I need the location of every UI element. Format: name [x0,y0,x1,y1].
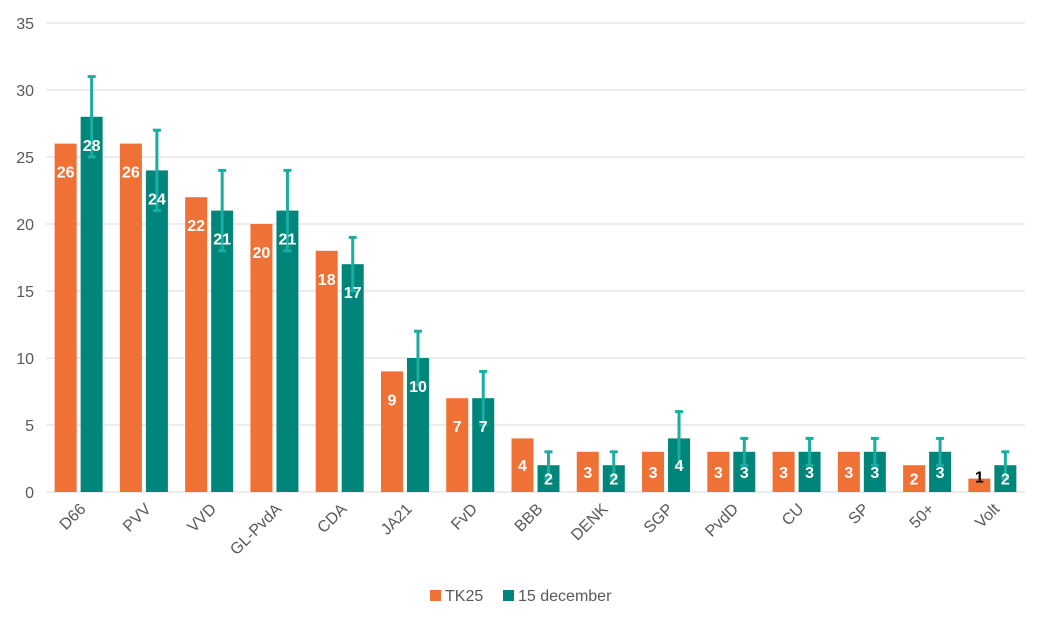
x-tick-label-BBB: BBB [512,501,547,536]
bar-CDA-TK25 [315,250,338,492]
bars [54,116,1017,493]
bar-DENK-TK25 [576,451,599,492]
x-tick-label-VVD: VVD [185,501,220,536]
bar-SGP-TK25 [642,451,665,492]
y-tick-label-5: 5 [25,418,34,435]
bar-PVV-TK25 [119,143,142,492]
bar-SP-15 december [863,451,886,492]
data-label-D66-TK25: 26 [57,165,75,182]
bar-VVD-TK25 [185,197,208,492]
bar-GL-PvdA-TK25 [250,224,273,492]
bar-CU-15 december [798,451,821,492]
data-label-Volt-15 december: 2 [1001,472,1010,489]
data-label-SGP-TK25: 3 [649,465,658,482]
data-label-PvdD-TK25: 3 [714,465,723,482]
y-tick-label-30: 30 [16,83,34,100]
bar-50+-15 december [929,451,952,492]
data-label-FvD-TK25: 7 [453,419,462,436]
data-label-VVD-TK25: 22 [187,218,205,235]
x-tick-label-CU: CU [779,501,807,529]
bar-PVV-15 december [145,170,168,492]
data-label-GL-PvdA-TK25: 20 [253,245,271,262]
data-label-PvdD-15 december: 3 [740,465,749,482]
y-tick-label-35: 35 [16,16,34,33]
data-label-BBB-TK25: 4 [518,458,527,475]
data-label-CU-15 december: 3 [805,465,814,482]
x-axis: D66 PVV VVD GL-PvdA CDA JA21 FvD BBB DENK SGP PvdD… [57,500,1004,558]
legend: TK25 15 december [430,588,612,605]
data-label-SP-TK25: 3 [844,465,853,482]
bar-CDA-15 december [341,264,364,492]
data-label-DENK-TK25: 3 [583,465,592,482]
data-label-CU-TK25: 3 [779,465,788,482]
bar-GL-PvdA-15 december [276,210,299,492]
legend-swatch-TK25 [430,590,441,601]
bar-D66-TK25 [54,143,77,492]
y-tick-label-25: 25 [16,150,34,167]
bar-JA21-TK25 [380,371,403,492]
x-tick-label-GL-PvdA: GL-PvdA [227,501,285,559]
data-label-50+-TK25: 2 [910,472,919,489]
x-tick-label-D66: D66 [57,501,90,534]
bar-PvdD-15 december [733,451,756,492]
data-label-CDA-TK25: 18 [318,272,336,289]
x-tick-label-DENK: DENK [568,501,612,545]
x-tick-label-SGP: SGP [641,501,677,537]
y-tick-label-0: 0 [25,485,34,502]
x-tick-label-PvdD: PvdD [702,501,742,541]
y-tick-label-10: 10 [16,351,34,368]
legend-label-TK25: TK25 [445,588,483,605]
x-tick-label-SP: SP [846,501,873,528]
legend-label-15 december: 15 december [518,588,612,605]
bar-D66-15 december [80,116,103,493]
data-label-50+-15 december: 3 [936,465,945,482]
x-tick-label-CDA: CDA [315,501,351,537]
bar-Volt-TK25 [968,478,991,492]
data-label-D66-15 december: 28 [83,138,101,155]
legend-swatch-15 december [503,590,514,601]
x-tick-label-PVV: PVV [120,501,155,536]
data-label-SGP-15 december: 4 [675,458,684,475]
data-label-BBB-15 december: 2 [544,472,553,489]
data-label-DENK-15 december: 2 [609,472,618,489]
data-label-SP-15 december: 3 [870,465,879,482]
y-axis: 0 5 10 15 20 25 30 35 [16,16,34,502]
x-tick-label-JA21: JA21 [378,501,416,539]
gridlines [46,22,1025,493]
y-tick-label-15: 15 [16,284,34,301]
error-bars [87,75,1010,481]
bar-FvD-TK25 [446,398,469,492]
bar-CU-TK25 [772,451,795,492]
data-label-Volt-TK25: 1 [975,470,984,487]
bar-PvdD-TK25 [707,451,730,492]
y-tick-label-20: 20 [16,217,34,234]
bar-50+-TK25 [903,465,926,492]
data-label-GL-PvdA-15 december: 21 [279,232,297,249]
data-label-CDA-15 december: 17 [344,285,362,302]
data-label-JA21-15 december: 10 [409,379,427,396]
bar-VVD-15 december [211,210,234,492]
data-label-PVV-TK25: 26 [122,165,140,182]
bar-SP-TK25 [837,451,860,492]
data-label-VVD-15 december: 21 [213,232,231,249]
data-label-FvD-15 december: 7 [479,419,488,436]
data-label-JA21-TK25: 9 [388,392,397,409]
x-tick-label-50+: 50+ [907,501,938,532]
data-label-PVV-15 december: 24 [148,191,166,208]
bar-JA21-15 december [406,358,429,492]
x-tick-label-Volt: Volt [972,500,1003,531]
bar-BBB-TK25 [511,438,534,492]
bar-FvD-15 december [472,398,495,492]
x-tick-label-FvD: FvD [448,501,481,534]
